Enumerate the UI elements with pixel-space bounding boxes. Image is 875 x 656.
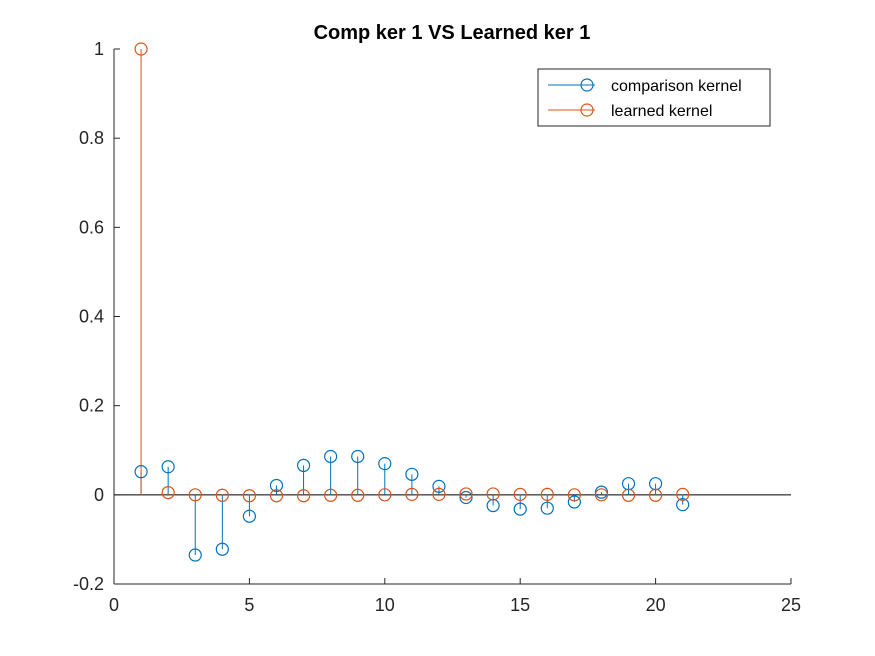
- legend: comparison kernel learned kernel: [537, 68, 771, 127]
- marker-learned: [351, 488, 365, 502]
- marker-comparison: [351, 449, 365, 464]
- marker-comparison: [134, 465, 148, 479]
- marker-learned: [432, 487, 446, 501]
- marker-comparison: [242, 509, 256, 523]
- legend-label-comparison: comparison kernel: [611, 78, 742, 95]
- x-tick-label: 5: [244, 595, 254, 615]
- y-tick-label: 0.4: [79, 307, 104, 327]
- marker-comparison: [324, 449, 338, 464]
- x-tick-label: 20: [646, 595, 666, 615]
- marker-learned: [567, 488, 581, 502]
- x-tick-label: 15: [510, 595, 530, 615]
- marker-learned: [296, 489, 311, 503]
- marker-comparison: [405, 467, 419, 481]
- y-tick-label: 0: [94, 485, 104, 505]
- marker-comparison: [269, 478, 284, 493]
- legend-marker-comparison: [580, 78, 594, 92]
- marker-learned: [621, 488, 636, 502]
- y-tick-label: 1: [94, 39, 104, 59]
- marker-learned: [134, 42, 148, 56]
- marker-learned: [486, 487, 500, 501]
- marker-learned: [594, 488, 609, 502]
- y-tick-label: 0.2: [79, 396, 104, 416]
- x-tick-label: 10: [375, 595, 395, 615]
- marker-comparison: [459, 490, 473, 505]
- marker-comparison: [513, 502, 527, 516]
- marker-learned: [405, 487, 419, 501]
- legend-label-learned: learned kernel: [611, 103, 712, 120]
- marker-comparison: [676, 498, 690, 512]
- marker-learned: [242, 489, 256, 503]
- x-tick-label: 0: [109, 595, 119, 615]
- plot-area: [114, 49, 791, 584]
- marker-comparison: [215, 542, 229, 556]
- markers: [134, 42, 690, 562]
- ticks: 0 5 10 15 20 25-0.200.20.40.60.81: [73, 39, 801, 615]
- marker-learned: [188, 488, 202, 502]
- marker-learned: [378, 488, 392, 502]
- marker-learned: [459, 487, 473, 501]
- marker-comparison: [296, 458, 311, 473]
- marker-learned: [324, 488, 338, 502]
- marker-learned: [648, 488, 663, 502]
- marker-comparison: [567, 495, 581, 509]
- marker-learned: [161, 486, 175, 500]
- y-tick-label: 0.8: [79, 128, 104, 148]
- marker-comparison: [432, 479, 446, 493]
- y-tick-label: -0.2: [73, 574, 104, 594]
- legend-marker-learned: [580, 103, 594, 117]
- y-tick-label: 0.6: [79, 217, 104, 237]
- marker-comparison: [188, 548, 202, 562]
- marker-comparison: [161, 460, 175, 474]
- marker-learned: [269, 489, 284, 503]
- marker-learned: [540, 487, 554, 501]
- marker-comparison: [378, 457, 392, 471]
- marker-comparison: [540, 501, 554, 515]
- chart-title: Comp ker 1 VS Learned ker 1: [314, 22, 591, 44]
- marker-learned: [676, 487, 690, 501]
- marker-learned: [215, 488, 229, 502]
- x-tick-label: 25: [781, 595, 801, 615]
- legend-box: [537, 68, 771, 127]
- marker-learned: [513, 487, 527, 501]
